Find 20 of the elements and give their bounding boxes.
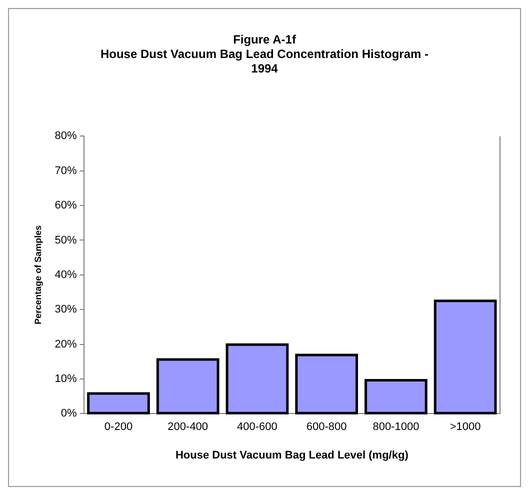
x-tick-label: 600-800	[306, 421, 347, 434]
y-tick-label: 20%	[54, 338, 78, 350]
y-tick-label: 80%	[54, 130, 78, 142]
y-tick-label: 0%	[60, 408, 78, 420]
text: Figure A-1f	[233, 32, 296, 47]
x-tick-label: 800-1000	[372, 421, 420, 434]
y-tick-label: 30%	[54, 304, 78, 316]
y-tick-label: 70%	[54, 164, 78, 177]
y-axis-title: Percentage of Samples	[32, 225, 43, 324]
y-tick-label: 40%	[54, 268, 78, 281]
text: House Dust Vacuum Bag Lead Concentration Histogram -	[100, 46, 429, 61]
x-tick-label: 400-600	[237, 421, 278, 434]
x-tick-label: 200-400	[168, 421, 208, 434]
y-tick-label: 60%	[54, 200, 78, 212]
x-axis-title: House Dust Vacuum Bag Lead Level (mg/kg)	[175, 449, 409, 462]
x-tick-label: 0-200	[104, 421, 133, 434]
y-tick-label: 50%	[54, 234, 78, 246]
y-tick-label: 10%	[54, 372, 78, 385]
text: 1994	[251, 61, 278, 76]
x-tick-label: >1000	[450, 421, 481, 434]
